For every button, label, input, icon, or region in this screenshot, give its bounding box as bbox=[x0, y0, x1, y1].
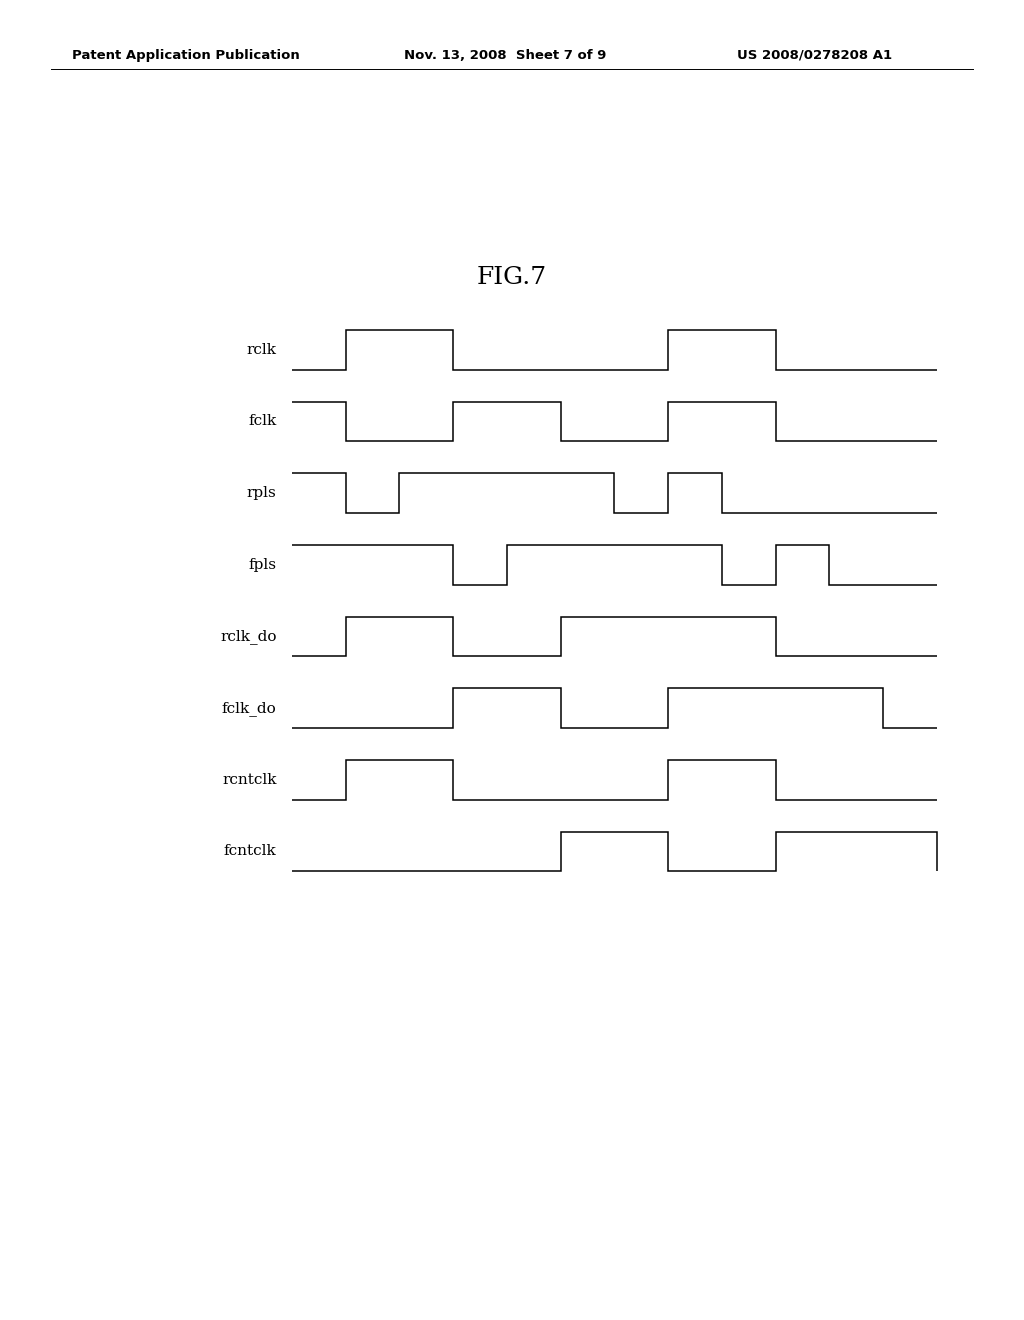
Text: rcntclk: rcntclk bbox=[222, 772, 276, 787]
Text: fclk_do: fclk_do bbox=[222, 701, 276, 715]
Text: FIG.7: FIG.7 bbox=[477, 265, 547, 289]
Text: rpls: rpls bbox=[247, 486, 276, 500]
Text: rclk_do: rclk_do bbox=[220, 630, 276, 644]
Text: fpls: fpls bbox=[249, 558, 276, 572]
Text: US 2008/0278208 A1: US 2008/0278208 A1 bbox=[737, 49, 892, 62]
Text: fcntclk: fcntclk bbox=[223, 845, 276, 858]
Text: rclk: rclk bbox=[247, 343, 276, 356]
Text: Patent Application Publication: Patent Application Publication bbox=[72, 49, 299, 62]
Text: fclk: fclk bbox=[248, 414, 276, 429]
Text: Nov. 13, 2008  Sheet 7 of 9: Nov. 13, 2008 Sheet 7 of 9 bbox=[404, 49, 607, 62]
